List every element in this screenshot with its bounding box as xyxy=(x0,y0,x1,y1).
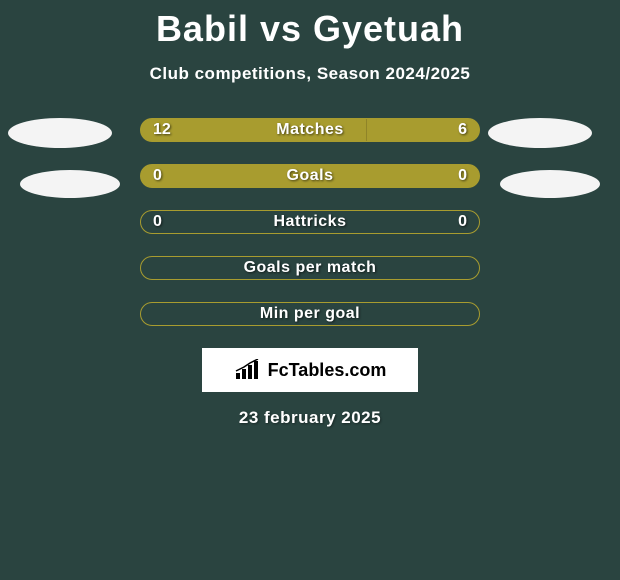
stat-label: Min per goal xyxy=(141,303,479,325)
stat-bar: Goals0 0 xyxy=(140,164,480,188)
stat-value-right: 0 xyxy=(458,165,467,187)
stat-value-left: 0 xyxy=(153,211,162,233)
stats-container: Matches126Goals00Hattricks00Goals per ma… xyxy=(0,118,620,326)
page-title: Babil vs Gyetuah xyxy=(0,0,620,50)
stat-bar: Hattricks0 0 xyxy=(140,210,480,234)
logo-text: FcTables.com xyxy=(268,360,387,381)
stat-bar: Matches12 6 xyxy=(140,118,480,142)
subtitle: Club competitions, Season 2024/2025 xyxy=(0,64,620,84)
stat-row: Min per goal xyxy=(140,302,480,326)
stat-bar: Goals per match xyxy=(140,256,480,280)
player-disc-right-1 xyxy=(500,170,600,198)
stat-value-left: 12 xyxy=(153,119,171,141)
stat-bar: Min per goal xyxy=(140,302,480,326)
stat-value-right: 6 xyxy=(458,119,467,141)
stat-value-left: 0 xyxy=(153,165,162,187)
logo-badge: FcTables.com xyxy=(202,348,418,392)
stat-row: Hattricks0 0 xyxy=(140,210,480,234)
stat-row: Matches12 6 xyxy=(140,118,480,142)
player-disc-left-0 xyxy=(8,118,112,148)
player-disc-left-1 xyxy=(20,170,120,198)
stat-row: Goals per match xyxy=(140,256,480,280)
stat-label: Hattricks xyxy=(141,211,479,233)
stat-label: Matches xyxy=(141,119,479,141)
stat-label: Goals per match xyxy=(141,257,479,279)
date-text: 23 february 2025 xyxy=(0,408,620,428)
stat-label: Goals xyxy=(141,165,479,187)
player-disc-right-0 xyxy=(488,118,592,148)
stat-value-right: 0 xyxy=(458,211,467,233)
stat-row: Goals0 0 xyxy=(140,164,480,188)
chart-icon xyxy=(234,359,262,381)
